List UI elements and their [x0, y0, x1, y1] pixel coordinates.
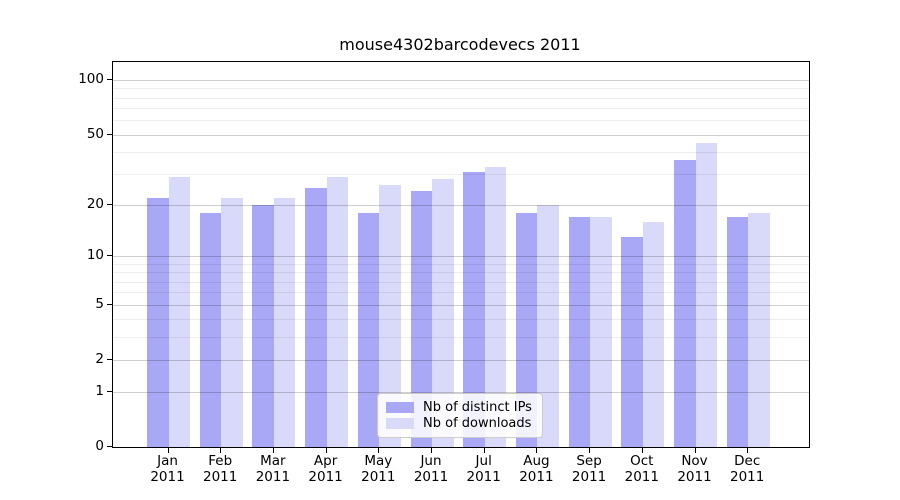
bar-downloads-oct: [642, 221, 665, 447]
x-tick-mark: [747, 448, 749, 453]
bar-downloads-dec: [748, 213, 770, 447]
y-tick-mark: [107, 255, 112, 257]
gridline-4: [113, 319, 809, 321]
bar-ips-jul: [463, 171, 485, 447]
bar-downloads-jul: [484, 166, 507, 447]
bar-downloads-nov: [695, 142, 717, 447]
gridline-2: [113, 359, 809, 361]
x-tick-label-nov: Nov 2011: [677, 453, 712, 485]
x-tick-mark: [641, 448, 643, 453]
legend-swatch-distinct-ips: [386, 401, 414, 413]
chart-title: mouse4302barcodevecs 2011: [339, 35, 581, 54]
gridline-50: [113, 134, 809, 136]
x-tick-label-jun: Jun 2011: [413, 453, 449, 485]
gridline-5: [113, 304, 809, 306]
y-tick-mark: [107, 358, 112, 360]
bar-downloads-aug: [537, 205, 559, 447]
x-tick-label-may: May 2011: [361, 453, 396, 485]
y-tick-label-50: 50: [86, 125, 104, 142]
y-tick-label-5: 5: [95, 295, 104, 312]
x-tick-label-apr: Apr 2011: [308, 453, 343, 485]
x-tick-label-aug: Aug 2011: [519, 453, 554, 485]
y-tick-mark: [107, 204, 112, 206]
gridline-90: [113, 88, 809, 90]
legend-item-downloads: Nb of downloads: [386, 415, 534, 431]
gridline-10: [113, 256, 809, 258]
bar-downloads-jan: [168, 176, 190, 447]
y-tick-label-100: 100: [78, 71, 104, 88]
bar-ips-feb: [199, 213, 222, 447]
x-tick-mark: [325, 448, 327, 453]
x-tick-mark: [694, 448, 696, 453]
gridline-100: [113, 80, 809, 82]
y-tick-mark: [107, 133, 112, 135]
bar-ips-may: [357, 213, 380, 447]
gridline-6: [113, 292, 809, 294]
gridline-3: [113, 336, 809, 338]
y-tick-mark: [107, 79, 112, 81]
bar-ips-sep: [568, 217, 591, 447]
bar-downloads-jun: [432, 179, 454, 447]
legend-swatch-downloads: [386, 417, 414, 429]
gridline-30: [113, 174, 809, 176]
gridline-7: [113, 281, 809, 283]
gridline-9: [113, 263, 809, 265]
plot-area: [112, 61, 810, 448]
gridline-70: [113, 108, 809, 110]
bar-ips-jun: [410, 191, 432, 447]
x-tick-label-dec: Dec 2011: [730, 453, 765, 485]
x-tick-mark: [378, 448, 380, 453]
bar-downloads-apr: [326, 176, 349, 447]
x-tick-label-jul: Jul 2011: [466, 453, 501, 485]
legend: Nb of distinct IPs Nb of downloads: [377, 393, 543, 438]
x-tick-mark: [272, 448, 274, 453]
y-tick-label-0: 0: [95, 438, 104, 454]
gridline-80: [113, 97, 809, 99]
gridline-60: [113, 120, 809, 122]
bar-downloads-feb: [221, 197, 243, 447]
bar-ips-nov: [674, 160, 696, 447]
bar-ips-aug: [515, 213, 538, 447]
x-tick-label-feb: Feb 2011: [203, 453, 238, 485]
legend-label-distinct-ips: Nb of distinct IPs: [423, 399, 532, 415]
y-tick-mark: [107, 390, 112, 392]
legend-item-distinct-ips: Nb of distinct IPs: [386, 399, 534, 415]
x-tick-mark: [220, 448, 222, 453]
bar-ips-apr: [305, 188, 327, 447]
y-tick-label-10: 10: [86, 247, 104, 264]
x-tick-label-jan: Jan 2011: [150, 453, 185, 485]
x-tick-mark: [536, 448, 538, 453]
y-tick-label-2: 2: [95, 350, 104, 367]
gridline-40: [113, 151, 809, 153]
x-tick-mark: [167, 448, 169, 453]
y-tick-label-1: 1: [95, 382, 104, 399]
bar-downloads-sep: [590, 217, 612, 447]
y-tick-label-20: 20: [86, 196, 104, 213]
x-tick-mark: [483, 448, 485, 453]
bar-downloads-mar: [273, 197, 296, 447]
bar-ips-jan: [147, 197, 169, 447]
legend-label-downloads: Nb of downloads: [423, 415, 532, 431]
x-tick-label-mar: Mar 2011: [255, 453, 291, 485]
bar-ips-dec: [726, 217, 749, 447]
bar-downloads-may: [379, 185, 401, 447]
bar-ips-mar: [252, 205, 274, 447]
y-tick-mark: [107, 446, 112, 447]
x-tick-label-oct: Oct 2011: [624, 453, 659, 485]
bar-ips-oct: [621, 237, 643, 447]
x-tick-mark: [431, 448, 432, 453]
x-tick-mark: [589, 448, 591, 453]
y-tick-mark: [107, 303, 112, 305]
gridline-20: [113, 205, 809, 207]
x-tick-label-sep: Sep 2011: [571, 453, 607, 485]
gridline-1: [113, 391, 809, 393]
gridline-8: [113, 272, 809, 274]
